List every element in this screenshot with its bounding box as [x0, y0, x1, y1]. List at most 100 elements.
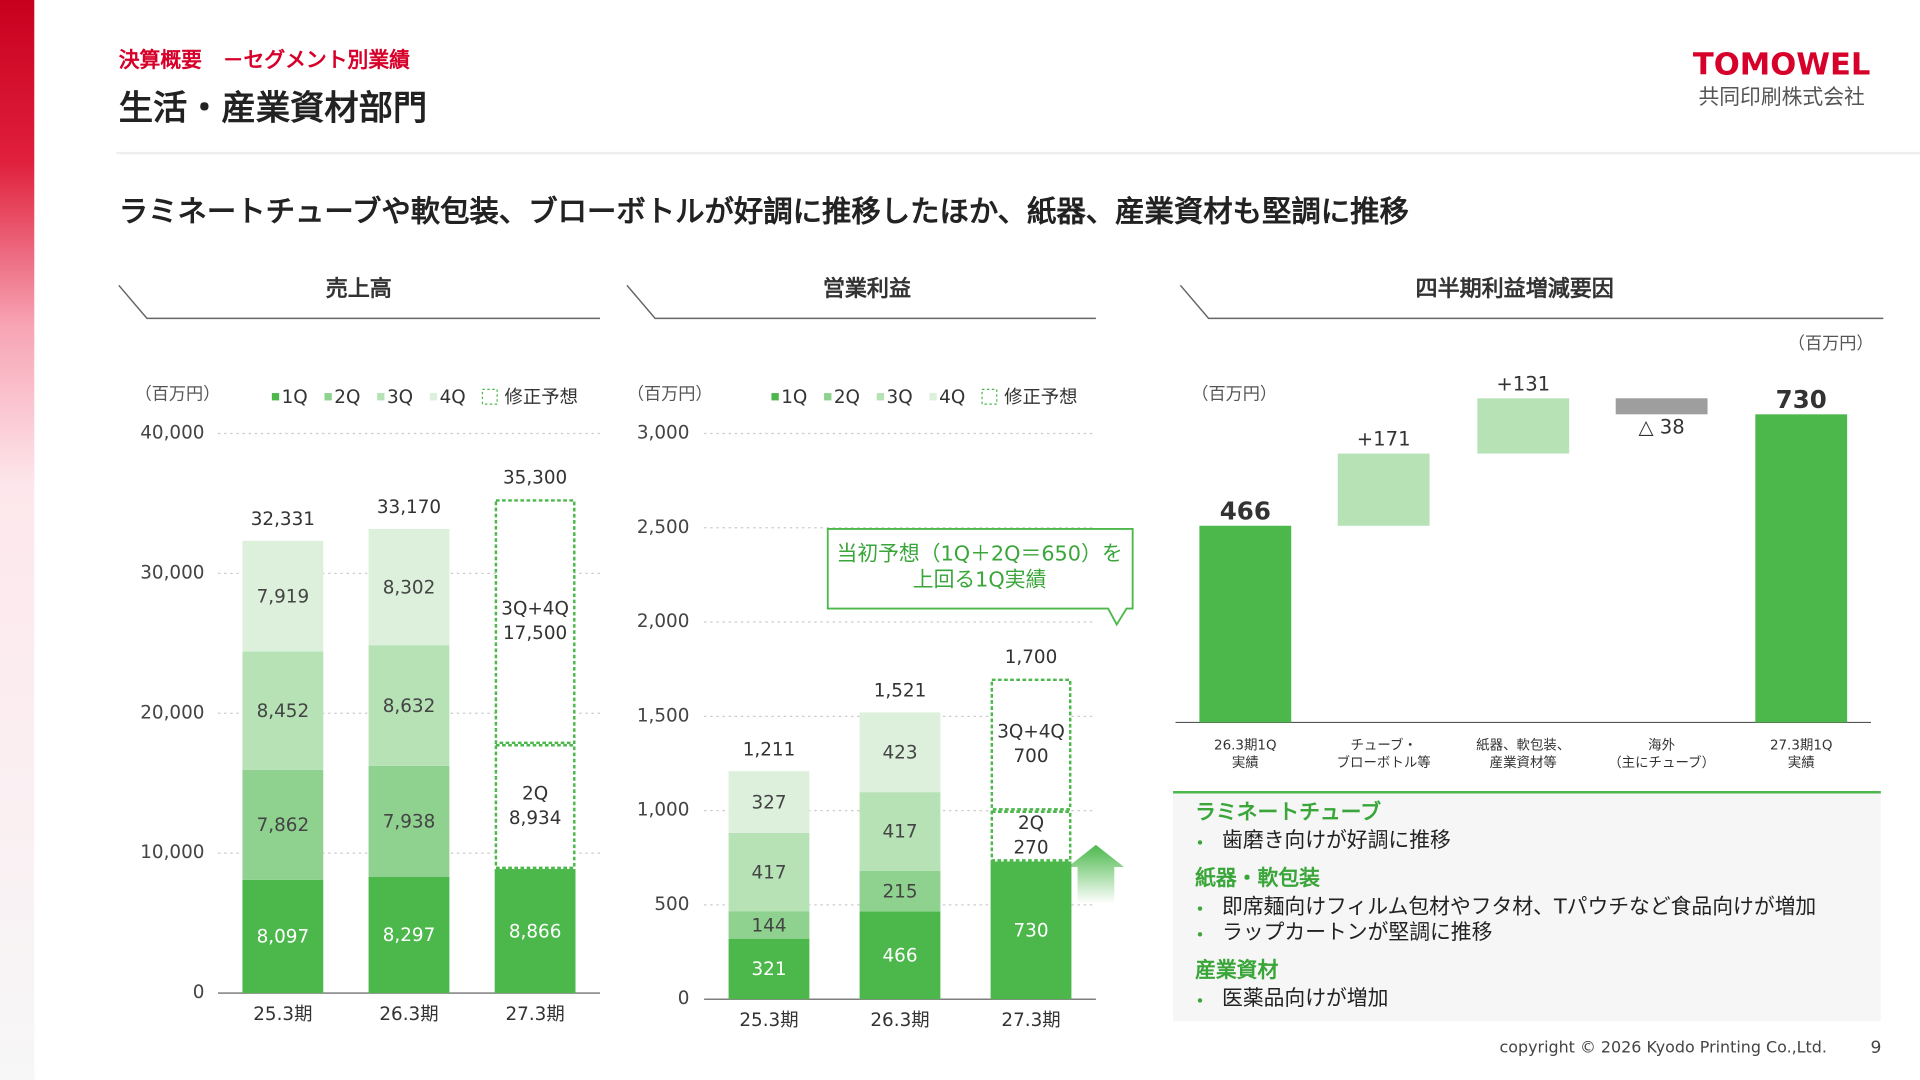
waterfall-bar: [1477, 398, 1570, 454]
total-label: 32,331: [251, 509, 315, 530]
bar-segment: [728, 938, 810, 1000]
x-tick-label: 26.3期1Q: [1214, 738, 1277, 754]
y-tick-label: 2,000: [637, 611, 690, 632]
legend-swatch: [481, 388, 498, 405]
bar-label: 7,938: [383, 812, 436, 833]
waterfall-bar: [1615, 398, 1708, 415]
note-heading: ラミネートチューブ: [1195, 800, 1381, 824]
forecast-segment: [990, 810, 1072, 862]
y-tick-label: 1,000: [637, 800, 690, 821]
chart-title: 売上高: [326, 276, 392, 302]
y-tick-label: 40,000: [140, 422, 204, 443]
note-heading: 産業資材: [1195, 958, 1278, 982]
note-item: 歯磨き向けが好調に推移: [1222, 828, 1451, 852]
bar-label: 730: [1776, 385, 1827, 414]
x-tick-label: 27.3期: [1001, 1010, 1060, 1031]
bar-label: 327: [751, 792, 786, 813]
bar-label: 466: [1220, 496, 1271, 525]
bar-segment: [242, 540, 324, 652]
bar-label: 7,919: [257, 586, 310, 607]
section-label: 決算概要 －セグメント別業績: [119, 48, 410, 72]
x-tick-label: 海外: [1648, 738, 1675, 754]
chart-title: 四半期利益増減要因: [1416, 276, 1614, 302]
copyright: copyright © 2026 Kyodo Printing Co.,Ltd.: [1500, 1038, 1827, 1057]
y-tick-label: 20,000: [140, 702, 204, 723]
page-title: 生活・産業資材部門: [119, 89, 427, 129]
x-tick-label: 実績: [1788, 755, 1815, 771]
forecast-segment: [494, 499, 576, 745]
y-tick-label: 3,000: [637, 422, 690, 443]
x-tick-label: （主にチューブ）: [1608, 754, 1715, 771]
waterfall-bar: [1337, 453, 1430, 526]
bullet: [1197, 998, 1203, 1003]
legend-swatch: [929, 393, 937, 401]
bar-label: 8,302: [383, 577, 436, 598]
headline: ラミネートチューブや軟包装、ブローボトルが好調に推移したほか、紙器、産業資材も堅…: [119, 195, 1409, 229]
unit-label: （百万円）: [627, 384, 713, 404]
chart-title: 営業利益: [823, 276, 911, 302]
forecast-name: 2Q: [522, 783, 548, 804]
bar-segment: [494, 869, 576, 994]
legend-swatch: [876, 393, 885, 401]
legend-label: 2Q: [834, 387, 860, 408]
total-label: 1,521: [874, 681, 927, 702]
bar-label: 144: [751, 915, 786, 936]
legend-label: 4Q: [440, 387, 466, 408]
bar-segment: [728, 771, 810, 833]
y-tick-label: 500: [654, 894, 689, 915]
bar-label: 8,297: [383, 925, 436, 946]
title-decoration: [118, 284, 600, 320]
bar-segment: [368, 876, 450, 994]
bullet: [1197, 840, 1203, 845]
legend-label: 4Q: [939, 387, 965, 408]
bar-label: +171: [1357, 428, 1411, 451]
legend-swatch: [429, 393, 438, 401]
legend-swatch: [271, 393, 280, 401]
x-tick-label: 26.3期: [379, 1004, 438, 1025]
bar-label: 423: [882, 742, 917, 763]
bar-label: 8,632: [383, 696, 436, 717]
bar-label: 215: [882, 881, 917, 902]
legend-label: 修正予想: [504, 387, 577, 408]
note-heading: 紙器・軟包装: [1195, 866, 1320, 890]
bullet: [1197, 906, 1203, 911]
legend-swatch: [771, 393, 779, 401]
x-tick-label: ブローボトル等: [1337, 754, 1431, 771]
legend-label: 3Q: [387, 387, 413, 408]
x-tick-label: 27.3期1Q: [1770, 738, 1833, 754]
x-tick-label: 27.3期: [505, 1004, 564, 1025]
forecast-value: 270: [1013, 837, 1048, 858]
bar-label: 417: [882, 822, 917, 843]
legend-swatch: [824, 393, 832, 401]
x-tick-label: 26.3期: [870, 1010, 929, 1031]
bar-segment: [368, 529, 450, 646]
legend-label: 1Q: [282, 387, 308, 408]
bar-segment: [728, 832, 810, 912]
forecast-name: 3Q+4Q: [501, 598, 569, 619]
waterfall-bar: [1755, 414, 1848, 723]
x-tick-label: 25.3期: [739, 1010, 798, 1031]
bar-label: 417: [751, 862, 786, 883]
bar-label: 466: [882, 945, 917, 966]
bar-label: 7,862: [257, 815, 310, 836]
legend-swatch: [377, 393, 385, 401]
bar-segment: [368, 645, 450, 766]
callout-text: 上回る1Q実績: [913, 567, 1047, 591]
bar-label: 8,452: [257, 701, 310, 722]
forecast-segment: [494, 744, 576, 870]
unit-label: （百万円）: [1191, 384, 1277, 404]
up-arrow: [1067, 844, 1125, 904]
total-label: 35,300: [503, 467, 567, 488]
legend-label: 2Q: [334, 387, 360, 408]
bar-label: 8,097: [257, 927, 310, 948]
title-decoration: [626, 284, 1096, 320]
x-tick-label: 紙器、軟包装、: [1476, 738, 1570, 754]
bar-label: 730: [1013, 921, 1048, 942]
bar-segment: [859, 712, 941, 793]
y-tick-label: 0: [678, 988, 690, 1009]
x-tick-label: 産業資材等: [1490, 754, 1557, 771]
x-tick-label: 実績: [1232, 755, 1259, 771]
legend-label: 修正予想: [1004, 387, 1077, 408]
y-tick-label: 10,000: [140, 842, 204, 863]
y-tick-label: 30,000: [140, 562, 204, 583]
